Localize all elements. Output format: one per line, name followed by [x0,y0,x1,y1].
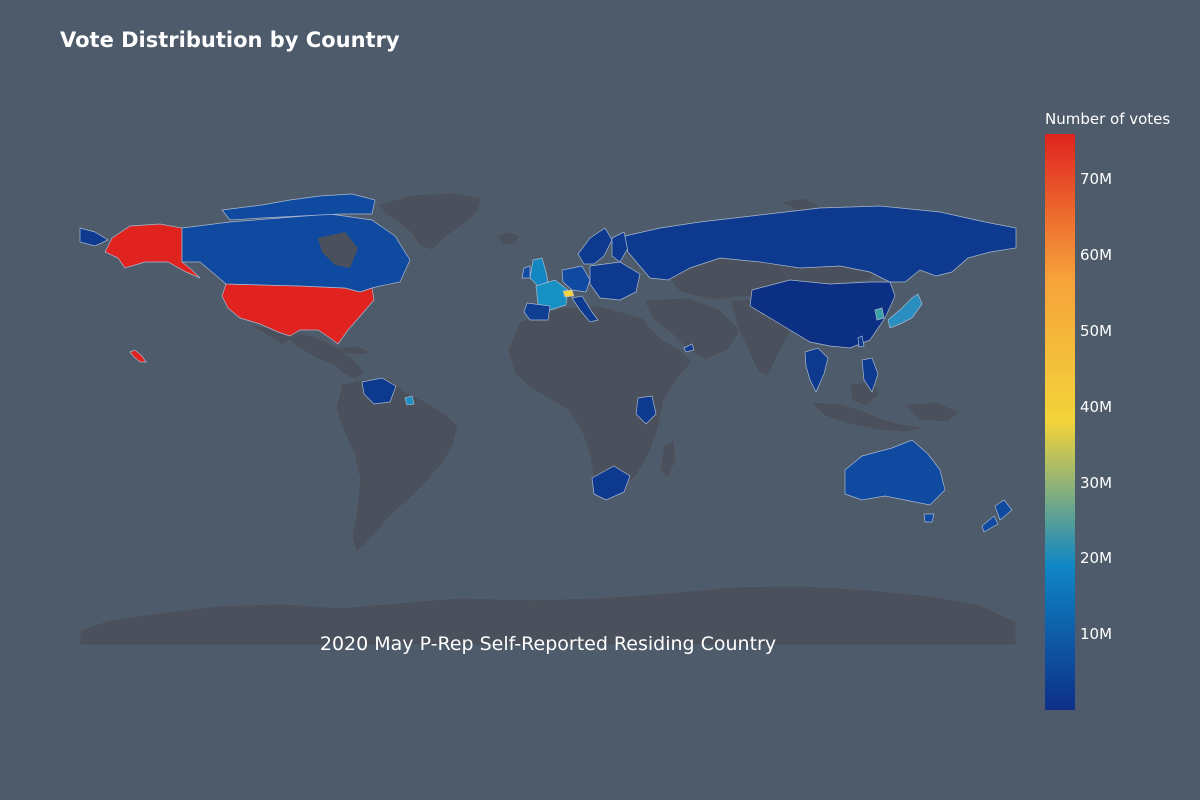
country-thailand [804,347,829,393]
country-france [535,279,569,311]
colorbar-tick-70m: 70M [1080,170,1113,189]
country-uae [683,343,695,353]
land-arctic-islands [779,197,821,213]
land-south-america [335,377,459,553]
country-spain [523,302,551,321]
colorbar-tick-50m: 50M [1080,322,1113,341]
chart-title: Vote Distribution by Country [60,28,400,52]
colorbar [1045,134,1075,710]
country-switzerland [562,289,575,298]
country-germany [561,265,591,293]
map-subtitle: 2020 May P-Rep Self-Reported Residing Co… [319,633,777,655]
colorbar-tick-30m: 30M [1080,473,1113,492]
country-venezuela [361,377,397,405]
land-cuba [337,345,374,356]
country-alaska [104,223,201,279]
country-ireland [521,265,531,279]
colorbar-tick-10m: 10M [1080,625,1113,644]
land-iceland [496,231,521,246]
land-antarctica [79,585,1017,646]
hudson-bay [318,232,358,268]
country-tasmania [923,513,935,523]
country-trinidad [404,395,415,406]
land-indonesia [809,401,926,433]
land-middle-east [643,297,741,361]
country-japan [887,293,923,329]
country-canada-islands [221,193,376,221]
colorbar-tick-40m: 40M [1080,397,1113,416]
country-united-kingdom [529,257,549,287]
country-russia [624,205,1017,283]
country-kenya [635,395,657,425]
country-hawaii [129,349,147,363]
country-scandinavia [577,227,613,265]
land-madagascar [659,439,677,479]
country-taiwan [857,335,865,348]
country-south-africa [591,465,631,501]
land-africa [507,305,693,499]
country-australia [844,439,946,506]
land-new-guinea [904,401,961,423]
colorbar-title: Number of votes [1045,110,1171,128]
country-china [749,279,896,349]
land-mexico-central-america [247,324,365,381]
country-finland [611,231,629,263]
country-south-korea [874,307,885,321]
colorbar-tick-20m: 20M [1080,549,1113,568]
country-philippines [861,357,879,393]
colorbar-gradient [1045,134,1075,710]
colorbar-tick-60m: 60M [1080,246,1113,265]
country-russia-west-edge [79,227,109,247]
country-canada [181,213,411,293]
land-greenland [377,192,483,251]
country-eastern-europe [589,261,641,301]
country-new-zealand [981,499,1013,533]
land-borneo [849,379,881,407]
country-italy [571,295,599,323]
